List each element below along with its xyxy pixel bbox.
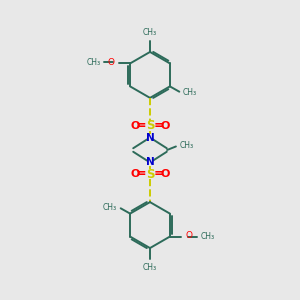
Text: CH₃: CH₃ — [180, 141, 194, 150]
Text: S: S — [146, 119, 154, 132]
Text: O: O — [130, 169, 140, 179]
Text: O: O — [160, 169, 170, 179]
Text: CH₃: CH₃ — [200, 232, 214, 241]
Text: S: S — [146, 168, 154, 181]
Text: O: O — [130, 121, 140, 131]
Text: CH₃: CH₃ — [183, 88, 197, 98]
Text: CH₃: CH₃ — [143, 28, 157, 37]
Text: CH₃: CH₃ — [103, 202, 117, 211]
Text: N: N — [146, 158, 154, 167]
Text: N: N — [146, 133, 154, 142]
Text: =: = — [136, 119, 146, 132]
Text: O: O — [160, 121, 170, 131]
Text: O: O — [108, 58, 115, 67]
Text: =: = — [136, 167, 146, 180]
Text: CH₃: CH₃ — [86, 58, 101, 67]
Text: =: = — [154, 167, 164, 180]
Text: =: = — [154, 119, 164, 132]
Text: O: O — [185, 231, 192, 240]
Text: CH₃: CH₃ — [143, 263, 157, 272]
